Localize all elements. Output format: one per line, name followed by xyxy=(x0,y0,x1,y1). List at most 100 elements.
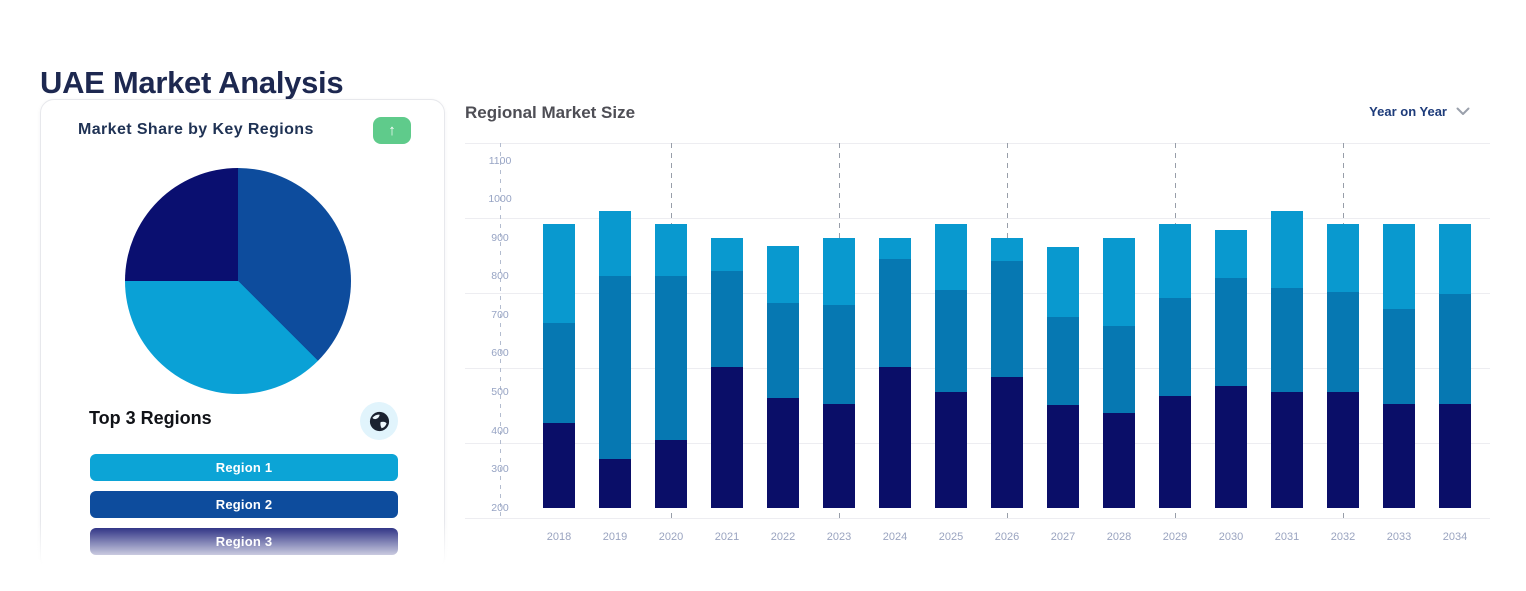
top-regions-heading: Top 3 Regions xyxy=(89,408,212,428)
x-tick-label: 2022 xyxy=(770,531,796,543)
y-tick-label: 500 xyxy=(491,385,509,398)
region-1-button[interactable]: Region 1 xyxy=(90,454,398,481)
y-tick-label: 900 xyxy=(491,231,509,244)
bar-segment[interactable] xyxy=(599,210,631,277)
y-tick-label: 800 xyxy=(491,270,509,283)
bar-segment[interactable] xyxy=(935,289,967,392)
card-title: Market Share by Key Regions xyxy=(78,121,314,138)
gridline xyxy=(465,218,1490,219)
y-tick-label: 1100 xyxy=(488,154,512,167)
bar-segment[interactable] xyxy=(991,237,1023,261)
x-tick-label: 2025 xyxy=(938,531,964,543)
bar-segment[interactable] xyxy=(1159,395,1191,508)
bar-segment[interactable] xyxy=(1103,237,1135,327)
bar-segment[interactable] xyxy=(711,237,743,271)
x-tick-label: 2021 xyxy=(714,531,740,543)
bar-segment[interactable] xyxy=(1271,287,1303,392)
x-tick-label: 2031 xyxy=(1274,531,1300,543)
bar-segment[interactable] xyxy=(1383,403,1415,508)
bar-segment[interactable] xyxy=(1047,405,1079,508)
gridline xyxy=(465,368,1490,369)
bar-segment[interactable] xyxy=(823,305,855,404)
region-2-label: Region 2 xyxy=(215,497,273,512)
dropdown-selected-value: Year on Year xyxy=(1369,104,1447,119)
bar-segment[interactable] xyxy=(1103,413,1135,508)
region-3-label: Region 3 xyxy=(215,534,273,549)
bar-segment[interactable] xyxy=(543,224,575,323)
bar-segment[interactable] xyxy=(879,237,911,259)
y-tick-label: 600 xyxy=(491,347,509,360)
bar-segment[interactable] xyxy=(1159,297,1191,396)
bar-segment[interactable] xyxy=(1271,391,1303,508)
y-tick-label: 400 xyxy=(491,424,509,437)
bar-segment[interactable] xyxy=(543,322,575,423)
bar-segment[interactable] xyxy=(599,459,631,508)
bar-segment[interactable] xyxy=(543,422,575,508)
bar-segment[interactable] xyxy=(1439,224,1471,294)
y-axis-dashed-line xyxy=(500,143,501,518)
bar-segment[interactable] xyxy=(767,397,799,508)
y-tick-label: 200 xyxy=(491,501,509,514)
bar-chart-plot: 200 300 400 500 600 700 800 900 1000 1100 2018 2019… xyxy=(465,143,1490,543)
bar-segment[interactable] xyxy=(1327,224,1359,292)
bar-segment[interactable] xyxy=(823,403,855,508)
bar-segment[interactable] xyxy=(1327,391,1359,508)
bar-segment[interactable] xyxy=(935,224,967,290)
bar-segment[interactable] xyxy=(1159,224,1191,298)
region-3-button[interactable]: Region 3 xyxy=(90,528,398,555)
x-tick-label: 2033 xyxy=(1386,531,1412,543)
globe-icon xyxy=(368,410,391,433)
bar-segment[interactable] xyxy=(599,276,631,460)
bar-segment[interactable] xyxy=(767,245,799,304)
bar-segment[interactable] xyxy=(879,366,911,508)
bar-segment[interactable] xyxy=(1271,210,1303,288)
gridline xyxy=(465,293,1490,294)
chevron-down-icon xyxy=(1456,107,1470,116)
bar-segment[interactable] xyxy=(991,260,1023,377)
bar-segment[interactable] xyxy=(711,366,743,508)
y-tick-label: 1000 xyxy=(488,193,512,206)
bar-segment[interactable] xyxy=(655,276,687,441)
bar-segment[interactable] xyxy=(655,440,687,508)
bar-segment[interactable] xyxy=(1103,326,1135,414)
bar-segment[interactable] xyxy=(1215,230,1247,279)
bar-segment[interactable] xyxy=(1383,309,1415,404)
region-1-label: Region 1 xyxy=(215,460,273,475)
gridline xyxy=(465,143,1490,144)
bar-segment[interactable] xyxy=(1047,316,1079,406)
bar-segment[interactable] xyxy=(1215,278,1247,387)
x-tick-label: 2030 xyxy=(1218,531,1244,543)
bar-segment[interactable] xyxy=(1327,291,1359,392)
bar-segment[interactable] xyxy=(1439,293,1471,404)
bar-segment[interactable] xyxy=(1047,247,1079,317)
market-share-card: Market Share by Key Regions ↑ Top 3 Regi… xyxy=(40,99,445,571)
x-tick-label: 2024 xyxy=(882,531,908,543)
bar-segment[interactable] xyxy=(1215,386,1247,508)
bar-segment[interactable] xyxy=(879,259,911,367)
bar-segment[interactable] xyxy=(1439,403,1471,508)
bar-segment[interactable] xyxy=(991,376,1023,508)
y-tick-label: 300 xyxy=(491,463,509,476)
x-tick-label: 2028 xyxy=(1106,531,1132,543)
gridline xyxy=(465,518,1490,519)
page-title: UAE Market Analysis xyxy=(40,64,344,100)
pie-chart[interactable] xyxy=(125,168,351,394)
globe-button[interactable] xyxy=(360,402,398,440)
bar-segment[interactable] xyxy=(935,391,967,508)
x-tick-label: 2018 xyxy=(546,531,572,543)
bar-segment[interactable] xyxy=(655,224,687,277)
chart-title: Regional Market Size xyxy=(465,103,636,122)
gridline xyxy=(465,443,1490,444)
region-2-button[interactable]: Region 2 xyxy=(90,491,398,518)
bar-segment[interactable] xyxy=(823,237,855,306)
year-on-year-dropdown[interactable]: Year on Year xyxy=(1369,104,1470,119)
x-tick-label: 2020 xyxy=(658,531,684,543)
x-tick-label: 2029 xyxy=(1162,531,1188,543)
bar-segment[interactable] xyxy=(711,270,743,367)
bar-segment[interactable] xyxy=(767,303,799,398)
bar-segment[interactable] xyxy=(1383,224,1415,310)
x-tick-label: 2026 xyxy=(994,531,1020,543)
x-tick-label: 2027 xyxy=(1050,531,1076,543)
expand-button[interactable]: ↑ xyxy=(373,117,411,144)
x-tick-label: 2032 xyxy=(1330,531,1356,543)
